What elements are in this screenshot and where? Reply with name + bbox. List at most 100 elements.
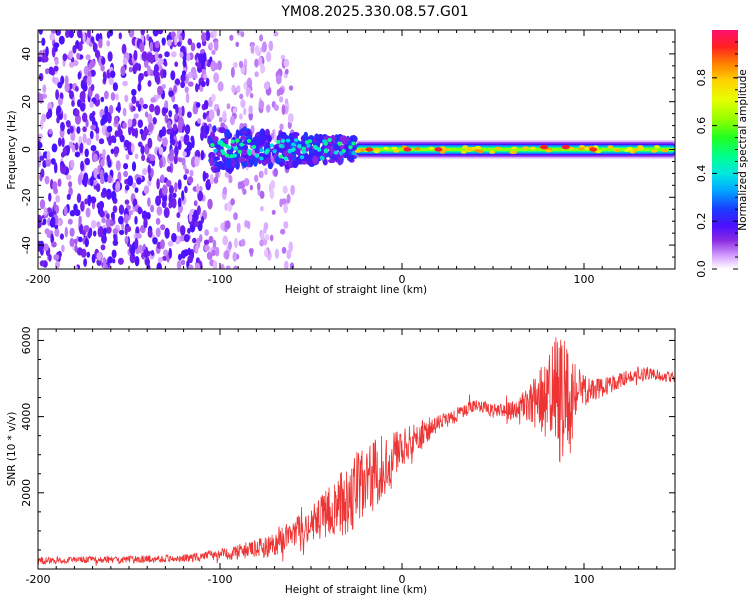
noise-blob	[279, 96, 284, 103]
noise-blob	[264, 234, 270, 241]
noise-blob	[69, 125, 74, 134]
noise-blob	[147, 122, 154, 133]
noise-blob	[212, 260, 218, 269]
noise-blob	[98, 138, 105, 145]
noise-blob	[78, 236, 83, 243]
noise-blob	[147, 164, 151, 175]
noise-blob	[104, 90, 109, 100]
onset-blob	[314, 133, 320, 141]
noise-blob	[239, 113, 243, 120]
noise-blob	[172, 192, 177, 198]
noise-blob	[132, 105, 136, 112]
noise-blob	[85, 207, 91, 218]
noise-blob	[152, 30, 159, 37]
noise-blob	[286, 193, 291, 204]
carrier-hotspot	[607, 145, 614, 149]
onset-peak	[301, 146, 306, 151]
noise-blob	[248, 248, 254, 254]
onset-peak	[294, 138, 299, 143]
noise-blob	[53, 65, 59, 72]
noise-blob	[68, 30, 74, 39]
noise-blob	[89, 130, 94, 140]
colorbar-label: Normalized spectral amplitude	[737, 69, 749, 230]
noise-blob	[240, 99, 246, 109]
noise-blob	[74, 244, 78, 253]
snr-series-line	[38, 337, 675, 566]
onset-blob	[253, 138, 260, 146]
noise-blob	[162, 255, 168, 261]
onset-peak	[239, 142, 244, 147]
noise-blob	[90, 145, 97, 152]
noise-blob	[54, 228, 60, 237]
noise-blob	[111, 249, 117, 259]
noise-blob	[108, 77, 114, 86]
noise-blob	[46, 207, 53, 213]
onset-peak	[322, 139, 327, 144]
noise-blob	[224, 250, 230, 260]
onset-peak	[319, 155, 324, 160]
noise-blob	[158, 58, 164, 65]
onset-blob	[240, 135, 247, 141]
onset-peak	[272, 149, 277, 154]
noise-blob	[66, 193, 71, 200]
noise-blob	[93, 179, 98, 186]
onset-blob	[330, 134, 336, 142]
noise-blob	[284, 105, 289, 115]
carrier-hotspot	[509, 150, 516, 154]
y-tick-label: 6000	[20, 326, 33, 354]
noise-blob	[234, 237, 238, 249]
noise-blob	[164, 51, 170, 58]
noise-blob	[152, 237, 158, 245]
noise-blob	[101, 57, 106, 65]
noise-blob	[177, 179, 182, 190]
noise-blob	[160, 174, 165, 183]
noise-blob	[186, 52, 191, 62]
noise-blob	[100, 244, 106, 251]
noise-blob	[137, 119, 143, 128]
noise-blob	[203, 99, 209, 110]
noise-blob	[161, 37, 166, 46]
noise-blob	[164, 100, 169, 110]
noise-blob	[274, 248, 279, 259]
carrier-hotspot	[578, 147, 585, 151]
noise-blob	[284, 98, 289, 105]
noise-blob	[200, 216, 205, 224]
noise-blob	[125, 154, 130, 160]
noise-blob	[120, 65, 126, 76]
noise-blob	[102, 187, 107, 194]
noise-blob	[158, 53, 163, 59]
noise-blob	[197, 118, 202, 124]
noise-blob	[196, 61, 202, 69]
onset-peak	[251, 145, 257, 149]
noise-blob	[181, 190, 185, 202]
noise-blob	[180, 250, 187, 259]
noise-blob	[110, 148, 115, 154]
noise-blob	[146, 212, 151, 220]
noise-blob	[240, 31, 245, 38]
noise-blob	[283, 58, 290, 68]
noise-blob	[111, 190, 117, 202]
noise-blob	[254, 71, 259, 78]
carrier-hotspot	[414, 147, 421, 151]
onset-peak	[301, 149, 307, 154]
snr-panel: -200 -100 0 100 2000 4000 6000 Height of strai…	[6, 326, 676, 596]
noise-blob	[47, 102, 52, 108]
noise-blob	[137, 141, 143, 148]
colorbar-gradient	[712, 30, 738, 269]
noise-blob	[69, 90, 74, 100]
noise-blob	[195, 102, 201, 108]
noise-blob	[75, 114, 81, 125]
onset-blob	[224, 158, 232, 169]
noise-blob	[82, 83, 88, 92]
noise-blob	[204, 244, 210, 252]
noise-blob	[194, 156, 200, 167]
noise-blob	[211, 49, 216, 55]
noise-blob	[184, 86, 189, 93]
noise-blob	[51, 241, 57, 248]
noise-blob	[284, 260, 289, 269]
onset-blob	[284, 144, 290, 151]
noise-blob	[161, 185, 168, 196]
onset-blob	[348, 149, 354, 157]
noise-blob	[106, 40, 111, 47]
noise-blob	[63, 113, 67, 121]
